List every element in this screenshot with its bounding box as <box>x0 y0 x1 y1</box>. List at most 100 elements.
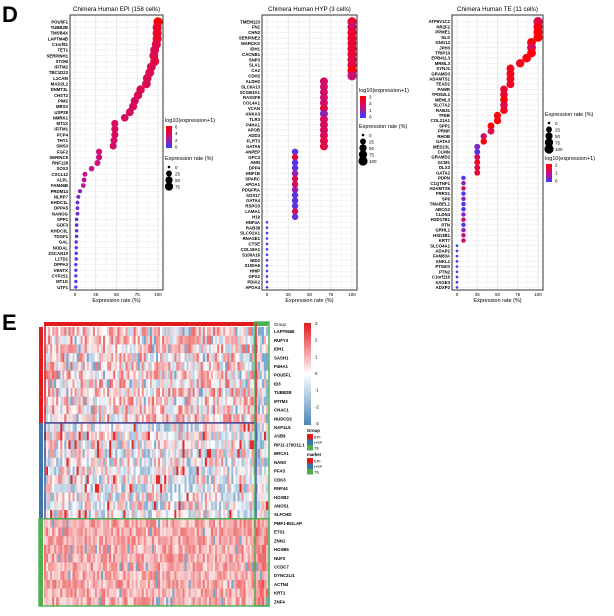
heatmap-cell <box>133 527 136 537</box>
top-annotation-cell <box>88 322 92 326</box>
heatmap-cell <box>129 431 132 441</box>
heatmap-cell <box>176 571 179 581</box>
heatmap-cell <box>182 335 185 345</box>
heatmap-cell <box>60 440 63 450</box>
size-legend-label: 75 <box>369 152 375 157</box>
heatmap-cell <box>92 361 96 371</box>
gene-label: C1orf116 <box>432 275 451 280</box>
heatmap-cell <box>137 327 140 336</box>
heatmap-cell <box>225 579 228 589</box>
heatmap-cell <box>82 388 85 397</box>
heatmap-cell <box>54 414 57 424</box>
heatmap-cell <box>94 353 98 363</box>
heatmap-cell <box>105 431 108 441</box>
heatmap-cell <box>147 361 151 371</box>
x-tick-label: 25 <box>286 292 292 297</box>
heatmap-cell <box>153 475 157 485</box>
heatmap-cell <box>178 431 181 441</box>
heatmap-cell <box>257 475 261 485</box>
heatmap-cell <box>66 327 69 336</box>
heatmap-cell <box>241 527 244 537</box>
heatmap-cell <box>186 440 189 450</box>
top-annotation-cell <box>94 322 98 326</box>
heatmap-cell <box>247 449 250 459</box>
heatmap-cell <box>109 527 112 537</box>
heatmap-cell <box>186 483 189 493</box>
heatmap-cell <box>241 501 244 511</box>
heatmap-cell <box>98 571 102 581</box>
heatmap-cell <box>125 440 128 450</box>
heatmap-cell <box>149 579 153 589</box>
heatmap-cell <box>223 361 226 371</box>
heatmap-cell <box>192 501 195 511</box>
dot-TDGF1 <box>74 234 79 239</box>
heatmap-cell <box>98 562 102 572</box>
heatmap-cell <box>168 544 171 554</box>
heatmap-cell <box>107 414 110 424</box>
heatmap-cell <box>109 422 112 432</box>
heatmap-cell <box>135 492 138 502</box>
heatmap-cell <box>131 431 134 441</box>
heatmap-cell <box>74 457 77 467</box>
gene-label: ABCG2 <box>435 207 451 212</box>
heatmap-cell <box>245 466 248 476</box>
heatmap-cell <box>213 571 216 581</box>
heatmap-cell <box>237 562 240 572</box>
dot-plots: Chimera Human EPI (158 cells)POU5F1TUBB2… <box>47 6 596 304</box>
heatmap-cell <box>94 483 98 493</box>
gene-label: VCAN <box>248 106 260 111</box>
heatmap-cell <box>58 562 61 572</box>
plot-title: Chimera Human HYP (3 cells) <box>268 6 351 13</box>
heatmap-cell <box>265 396 269 406</box>
heatmap-cell <box>265 344 269 354</box>
heatmap-cell <box>229 501 232 511</box>
heatmap-cell <box>219 379 222 389</box>
heatmap-gene-label: HOXB2 <box>274 495 289 500</box>
heatmap-cell <box>176 370 179 380</box>
heatmap-cell <box>101 501 104 511</box>
heatmap-cell <box>52 405 55 415</box>
heatmap-cell <box>123 518 126 528</box>
heatmap-cell <box>76 370 79 380</box>
heatmap-cell <box>131 422 134 432</box>
heatmap-cell <box>113 388 116 397</box>
heatmap-cell <box>96 492 100 502</box>
heatmap-cell <box>119 353 122 363</box>
heatmap-cell <box>78 353 81 363</box>
heatmap-cell <box>52 370 55 380</box>
heatmap-cell <box>229 475 232 485</box>
heatmap-cell <box>56 475 59 485</box>
heatmap-cell <box>151 518 155 528</box>
dot-FGF2 <box>95 148 103 155</box>
heatmap-cell <box>166 327 169 336</box>
heatmap-cell <box>239 579 242 589</box>
heatmap-cell <box>221 483 224 493</box>
top-annotation-cell <box>178 322 181 326</box>
heatmap-cell <box>227 449 230 459</box>
heatmap-gene-label: KRT1 <box>274 591 286 596</box>
heatmap-cell <box>164 344 167 354</box>
heatmap-cell <box>96 483 100 493</box>
heatmap-cell <box>192 466 195 476</box>
heatmap-cell <box>206 388 210 397</box>
heatmap-cell <box>208 562 212 572</box>
dot-COL18A1 <box>265 248 269 251</box>
heatmap-cell <box>204 457 208 467</box>
heatmap-cell <box>111 335 114 345</box>
heatmap-cell <box>101 579 104 589</box>
heatmap-cell <box>94 501 98 511</box>
heatmap-cell <box>143 579 147 589</box>
heatmap-cell <box>235 579 238 589</box>
heatmap-cell <box>217 388 220 397</box>
gene-label: KHDC1L <box>51 200 69 205</box>
heatmap-cell <box>156 510 159 520</box>
heatmap-cell <box>96 553 100 563</box>
heatmap-cell <box>80 361 83 371</box>
heatmap-cell <box>227 536 230 546</box>
heatmap-cell <box>72 588 75 598</box>
heatmap-cell <box>170 597 173 607</box>
heatmap-cell <box>206 553 210 563</box>
heatmap-cell <box>178 379 181 389</box>
heatmap-cell <box>145 553 149 563</box>
heatmap-cell <box>96 475 100 485</box>
